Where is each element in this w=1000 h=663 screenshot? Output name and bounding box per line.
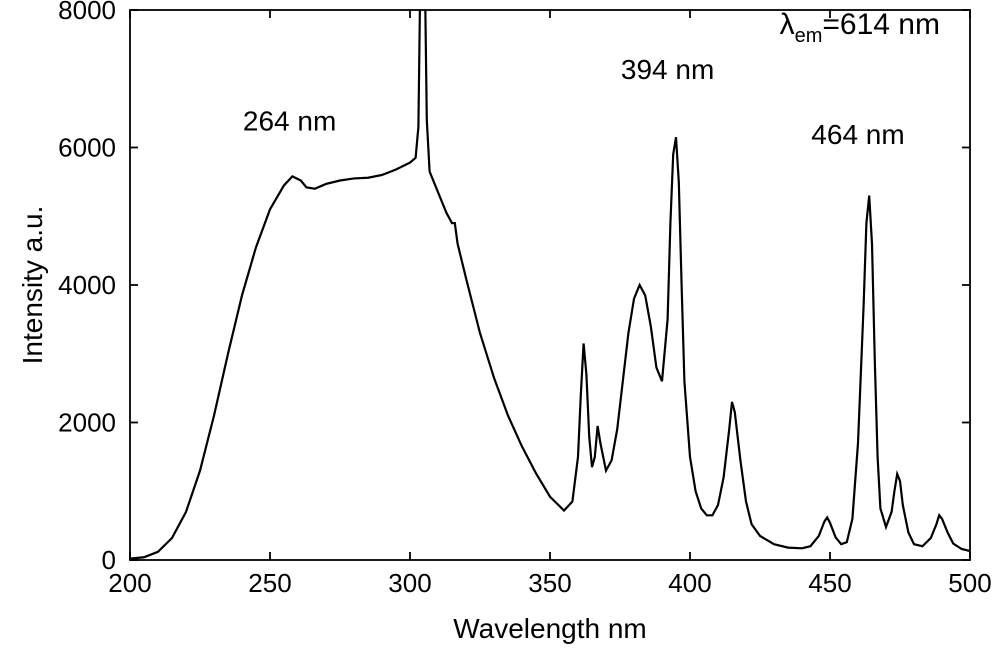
- x-tick-label: 250: [248, 568, 291, 598]
- peak-label: 394 nm: [621, 54, 714, 85]
- x-tick-label: 500: [948, 568, 991, 598]
- emission-annotation: λem=614 nm: [780, 8, 940, 47]
- y-tick-label: 4000: [58, 270, 116, 300]
- spectrum-line: [130, 0, 970, 559]
- peak-labels: 264 nm 394 nm 464 nm: [243, 54, 905, 150]
- plot-frame: [130, 10, 970, 560]
- y-tick-label: 0: [102, 545, 116, 575]
- peak-label: 464 nm: [811, 119, 904, 150]
- y-tick-label: 8000: [58, 0, 116, 25]
- spectrum-chart: 200250300350400450500 02000400060008000 …: [0, 0, 1000, 663]
- x-axis-label: Wavelength nm: [453, 613, 647, 644]
- y-tick-label: 6000: [58, 133, 116, 163]
- y-axis-label: Intensity a.u.: [17, 206, 48, 365]
- x-tick-label: 400: [668, 568, 711, 598]
- x-tick-label: 300: [388, 568, 431, 598]
- x-tick-label: 450: [808, 568, 851, 598]
- peak-label: 264 nm: [243, 105, 336, 136]
- x-tick-label: 350: [528, 568, 571, 598]
- y-tick-label: 2000: [58, 408, 116, 438]
